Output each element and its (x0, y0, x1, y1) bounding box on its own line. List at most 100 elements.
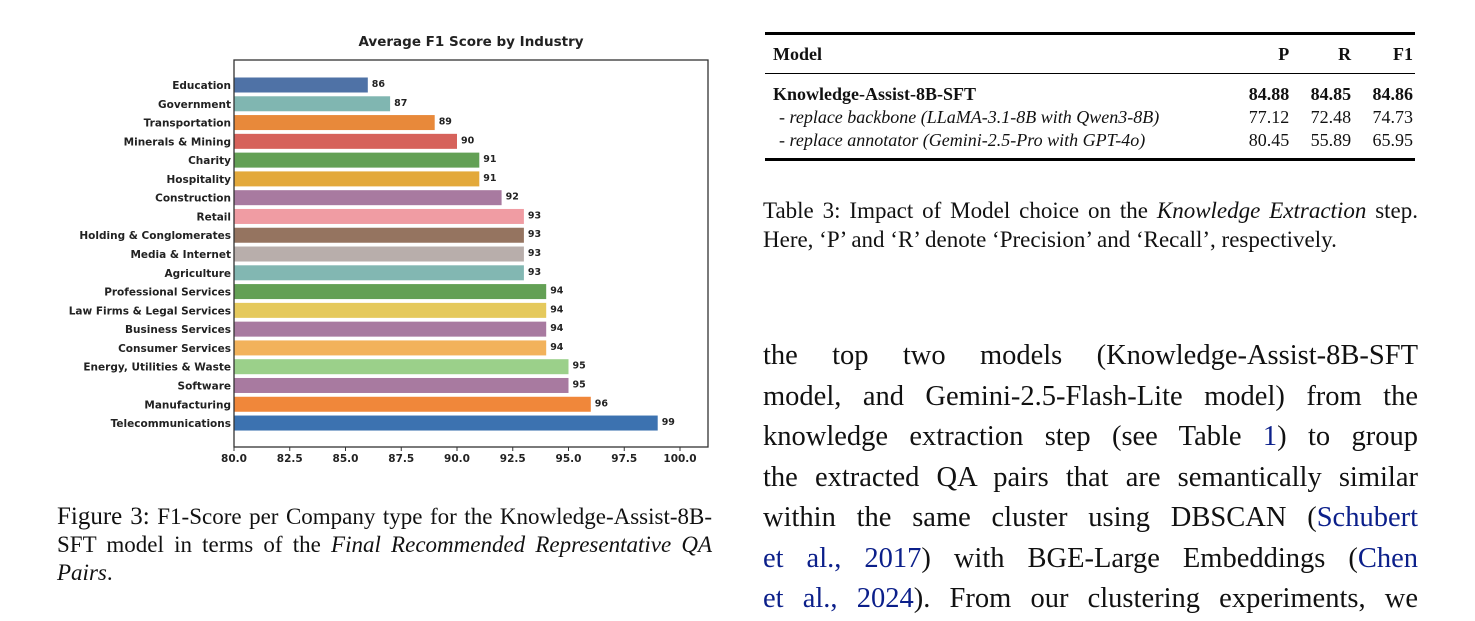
category-label: Telecommunications (111, 418, 231, 430)
table-caption-text-2: step. Here, ‘P’ and ‘R’ denote ‘Precisio… (763, 198, 1419, 252)
bar (234, 377, 569, 393)
body-paragraph: the top two models (Knowledge-Assist-8B-… (763, 336, 1418, 620)
bar (234, 246, 524, 262)
category-label: Agriculture (164, 268, 231, 280)
category-label: Government (158, 99, 231, 111)
citation-year-link[interactable]: 2024 (856, 583, 914, 614)
cell-p: 77.12 (1248, 107, 1290, 127)
body-line: et al., 2017) with BGE-Large Embeddings … (763, 539, 1418, 580)
citation-link[interactable]: et al., (763, 542, 842, 574)
x-tick-label: 92.5 (500, 453, 526, 465)
category-label: Professional Services (104, 287, 231, 299)
category-label: Charity (188, 155, 231, 167)
body-line: model, and Gemini-2.5-Flash-Lite model) … (763, 377, 1418, 418)
table-caption-italic: Knowledge Extraction (1156, 198, 1367, 223)
table-row: - replace annotator (Gemini-2.5-Pro with… (765, 129, 1415, 160)
bar (234, 133, 457, 149)
col-f1: F1 (1393, 44, 1413, 64)
bar (234, 359, 569, 375)
table-label: Table 3: (763, 198, 841, 223)
bar (234, 77, 368, 93)
col-r: R (1338, 44, 1352, 64)
bar (234, 227, 524, 243)
cell-r: 72.48 (1310, 107, 1352, 127)
value-label: 93 (528, 248, 541, 259)
text: knowledge extraction step (see Table (763, 421, 1263, 452)
bar (234, 302, 547, 318)
text: ) to group (1277, 421, 1419, 452)
bar (234, 396, 591, 412)
category-label: Minerals & Mining (124, 136, 231, 148)
category-label: Education (172, 80, 231, 92)
x-tick-label: 85.0 (333, 453, 359, 465)
category-label: Software (178, 380, 231, 392)
x-tick-label: 82.5 (277, 453, 303, 465)
figure-label: Figure 3: (57, 503, 150, 530)
bar (234, 415, 658, 431)
category-label: Transportation (144, 118, 231, 130)
value-label: 91 (483, 154, 496, 165)
text: ). From our clustering experiments, we (913, 583, 1418, 614)
bar (234, 190, 502, 206)
text (841, 543, 864, 574)
category-label: Law Firms & Legal Services (69, 305, 231, 317)
table-row: - replace backbone (LLaMA-3.1-8B with Qw… (765, 106, 1415, 129)
value-label: 87 (394, 98, 407, 109)
cell-f1: 74.73 (1372, 107, 1414, 127)
value-label: 93 (528, 229, 541, 240)
value-label: 96 (595, 398, 609, 409)
cell-p: 84.88 (1248, 84, 1290, 104)
citation-link[interactable]: et al., (763, 583, 838, 614)
x-tick-label: 95.0 (556, 453, 582, 465)
col-model: Model (773, 44, 822, 64)
text: ) with BGE-Large Embeddings ( (921, 542, 1358, 574)
cell-f1: 65.95 (1372, 130, 1414, 150)
category-label: Business Services (125, 324, 231, 336)
body-line: within the same cluster using DBSCAN (Sc… (763, 498, 1418, 539)
bar (234, 171, 480, 187)
figure-caption: Figure 3: F1-Score per Company type for … (57, 503, 712, 587)
chart-title: Average F1 Score by Industry (358, 34, 583, 50)
category-label: Hospitality (166, 174, 231, 186)
category-label: Manufacturing (144, 399, 231, 411)
body-line: the extracted QA pairs that are semantic… (763, 458, 1418, 499)
cell-r: 84.85 (1310, 84, 1352, 104)
value-label: 86 (372, 79, 386, 90)
table-ref-link[interactable]: 1 (1262, 421, 1278, 452)
category-label: Retail (196, 211, 231, 223)
category-label: Consumer Services (118, 343, 231, 355)
citation-link[interactable]: Chen (1357, 542, 1419, 574)
value-label: 92 (506, 192, 519, 203)
table-caption: Table 3: Impact of Model choice on the K… (763, 196, 1418, 254)
text (838, 583, 857, 614)
text: the extracted QA pairs that are semantic… (763, 461, 1418, 493)
value-label: 93 (528, 267, 541, 278)
value-label: 94 (550, 342, 564, 353)
figure-caption-text: F1-Score per Company type for the Knowle… (57, 504, 713, 557)
category-label: Media & Internet (130, 249, 231, 261)
category-label: Energy, Utilities & Waste (83, 362, 231, 374)
cell-r: 55.89 (1310, 130, 1352, 150)
body-line: the top two models (Knowledge-Assist-8B-… (763, 336, 1418, 377)
citation-link[interactable]: Schubert (1316, 502, 1418, 533)
bar (234, 321, 547, 337)
value-label: 90 (461, 135, 475, 146)
x-tick-label: 90.0 (444, 453, 470, 465)
bar (234, 340, 547, 356)
bar (234, 208, 524, 224)
body-line: et al., 2024). From our clustering exper… (763, 579, 1418, 620)
value-label: 91 (483, 173, 496, 184)
value-label: 89 (439, 117, 452, 128)
value-label: 93 (528, 210, 541, 221)
bar-chart: Average F1 Score by Industry Education 86… (69, 34, 709, 465)
cell-f1: 84.86 (1372, 84, 1414, 104)
plot-frame (233, 59, 709, 448)
value-label: 94 (550, 286, 564, 297)
value-label: 95 (573, 361, 586, 372)
figure-caption-end: . (106, 560, 113, 585)
value-label: 99 (662, 417, 675, 428)
text: model, and Gemini-2.5-Flash-Lite model) … (763, 380, 1418, 412)
citation-year-link[interactable]: 2017 (864, 542, 922, 574)
value-label: 95 (573, 379, 586, 390)
value-label: 94 (550, 304, 564, 315)
